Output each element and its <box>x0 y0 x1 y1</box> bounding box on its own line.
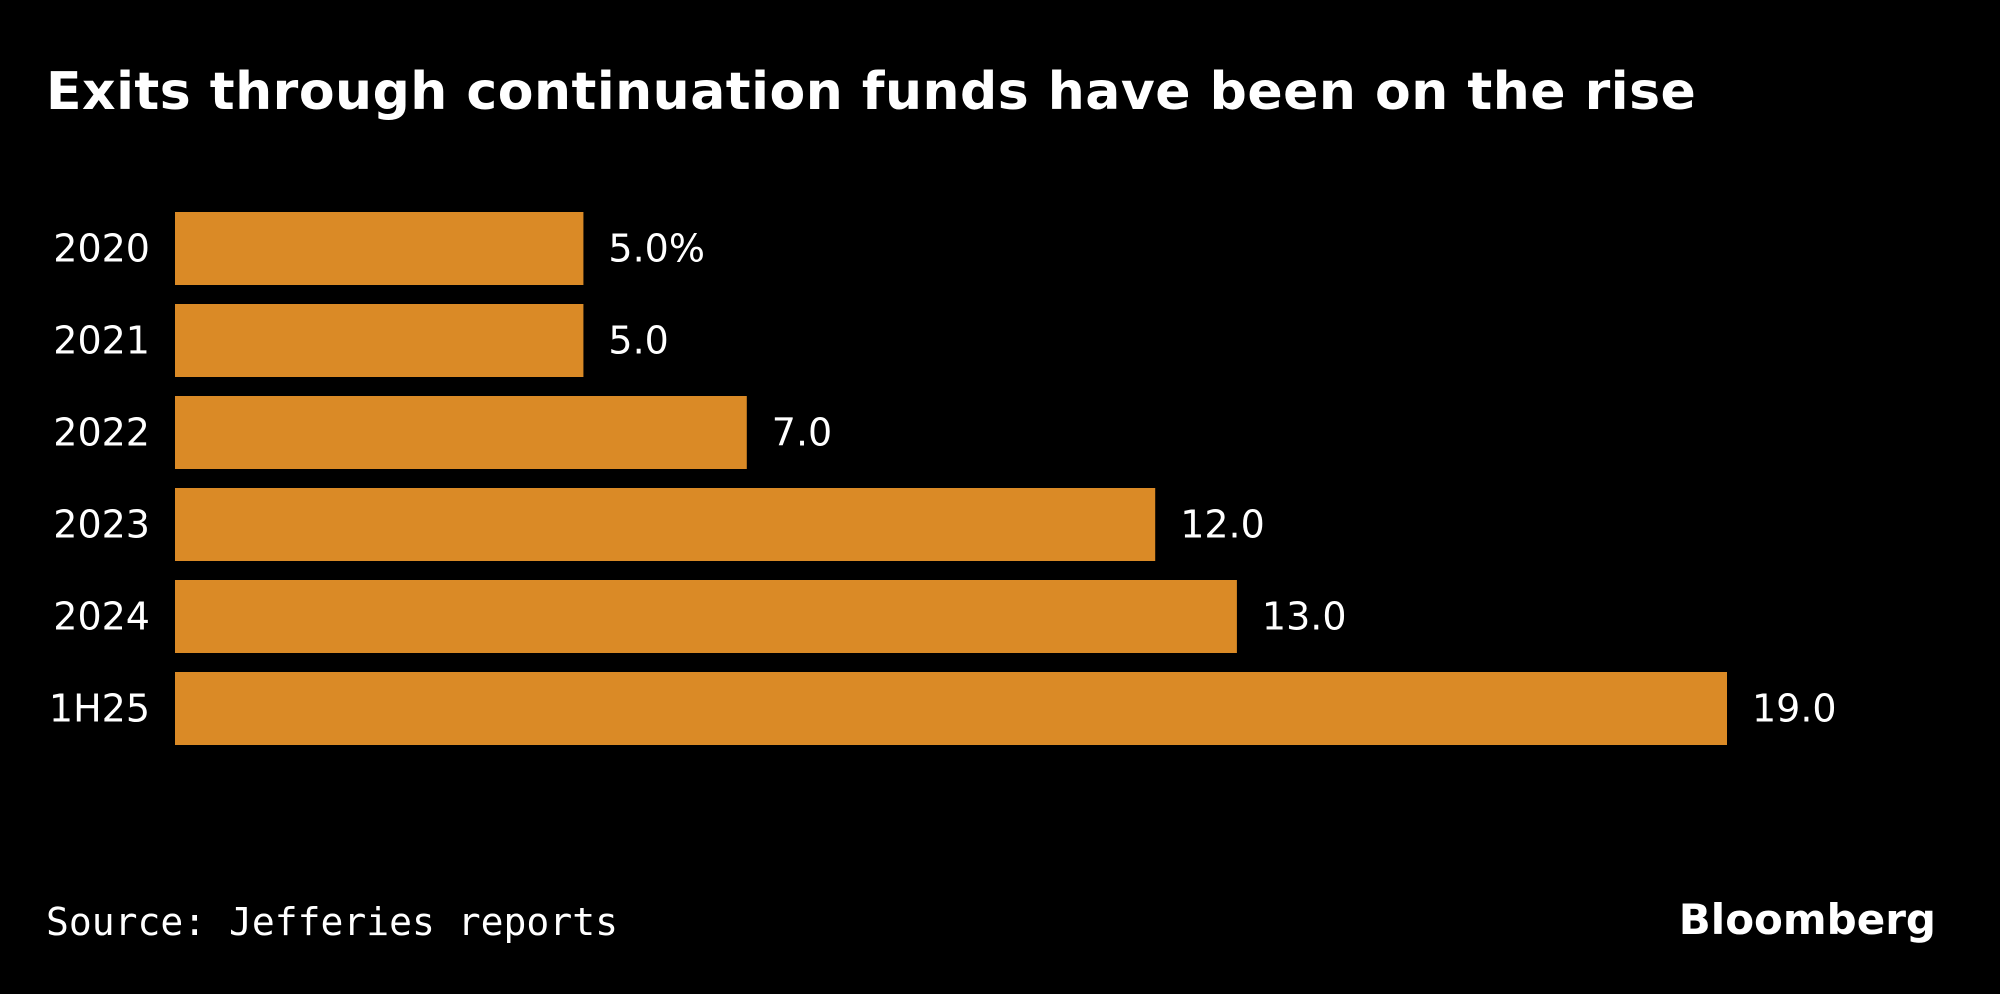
category-axis-labels: 2020 2021 2022 2023 2024 1H25 <box>49 227 150 731</box>
bar-2022 <box>175 396 747 469</box>
category-label-2023: 2023 <box>53 503 150 547</box>
bloomberg-logo: Bloomberg <box>1678 895 1936 944</box>
category-label-2020: 2020 <box>53 227 150 271</box>
category-label-2022: 2022 <box>53 411 150 455</box>
bar-2020 <box>175 212 584 285</box>
value-label-2024: 13.0 <box>1262 595 1347 639</box>
bar-2023 <box>175 488 1156 561</box>
value-labels: 5.0% 5.0 7.0 12.0 13.0 19.0 <box>608 227 1836 731</box>
category-label-2021: 2021 <box>53 319 150 363</box>
value-label-2023: 12.0 <box>1180 503 1265 547</box>
value-label-2021: 5.0 <box>608 319 668 363</box>
bar-2024 <box>175 580 1237 653</box>
value-label-2022: 7.0 <box>772 411 832 455</box>
bars <box>175 212 1727 745</box>
category-label-1h25: 1H25 <box>49 687 150 731</box>
source-note: Source: Jefferies reports <box>46 900 618 944</box>
chart-title: Exits through continuation funds have be… <box>46 62 1697 122</box>
value-label-2020: 5.0% <box>608 227 705 271</box>
value-label-1h25: 19.0 <box>1752 687 1837 731</box>
bar-1h25 <box>175 672 1727 745</box>
category-label-2024: 2024 <box>53 595 150 639</box>
bar-2021 <box>175 304 584 377</box>
